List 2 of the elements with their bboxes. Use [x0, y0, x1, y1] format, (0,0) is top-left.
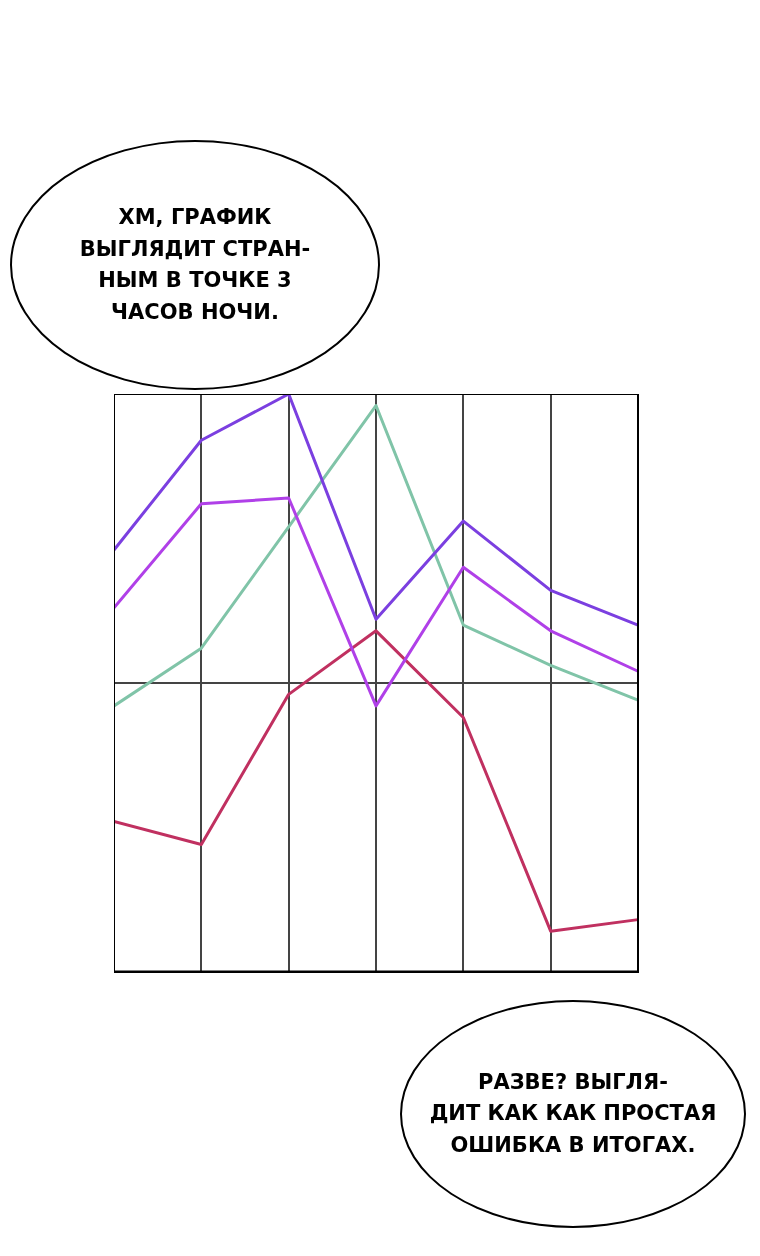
speech-bubble: РАЗВЕ? ВЫГЛЯ- ДИТ КАК КАК ПРОСТАЯ ОШИБКА В ИТОГАХ.: [400, 1000, 746, 1228]
speech-bubble: ХМ, ГРАФИК ВЫГЛЯДИТ СТРАН- НЫМ В ТОЧКЕ 3 ЧАСОВ НОЧИ.: [10, 140, 380, 390]
